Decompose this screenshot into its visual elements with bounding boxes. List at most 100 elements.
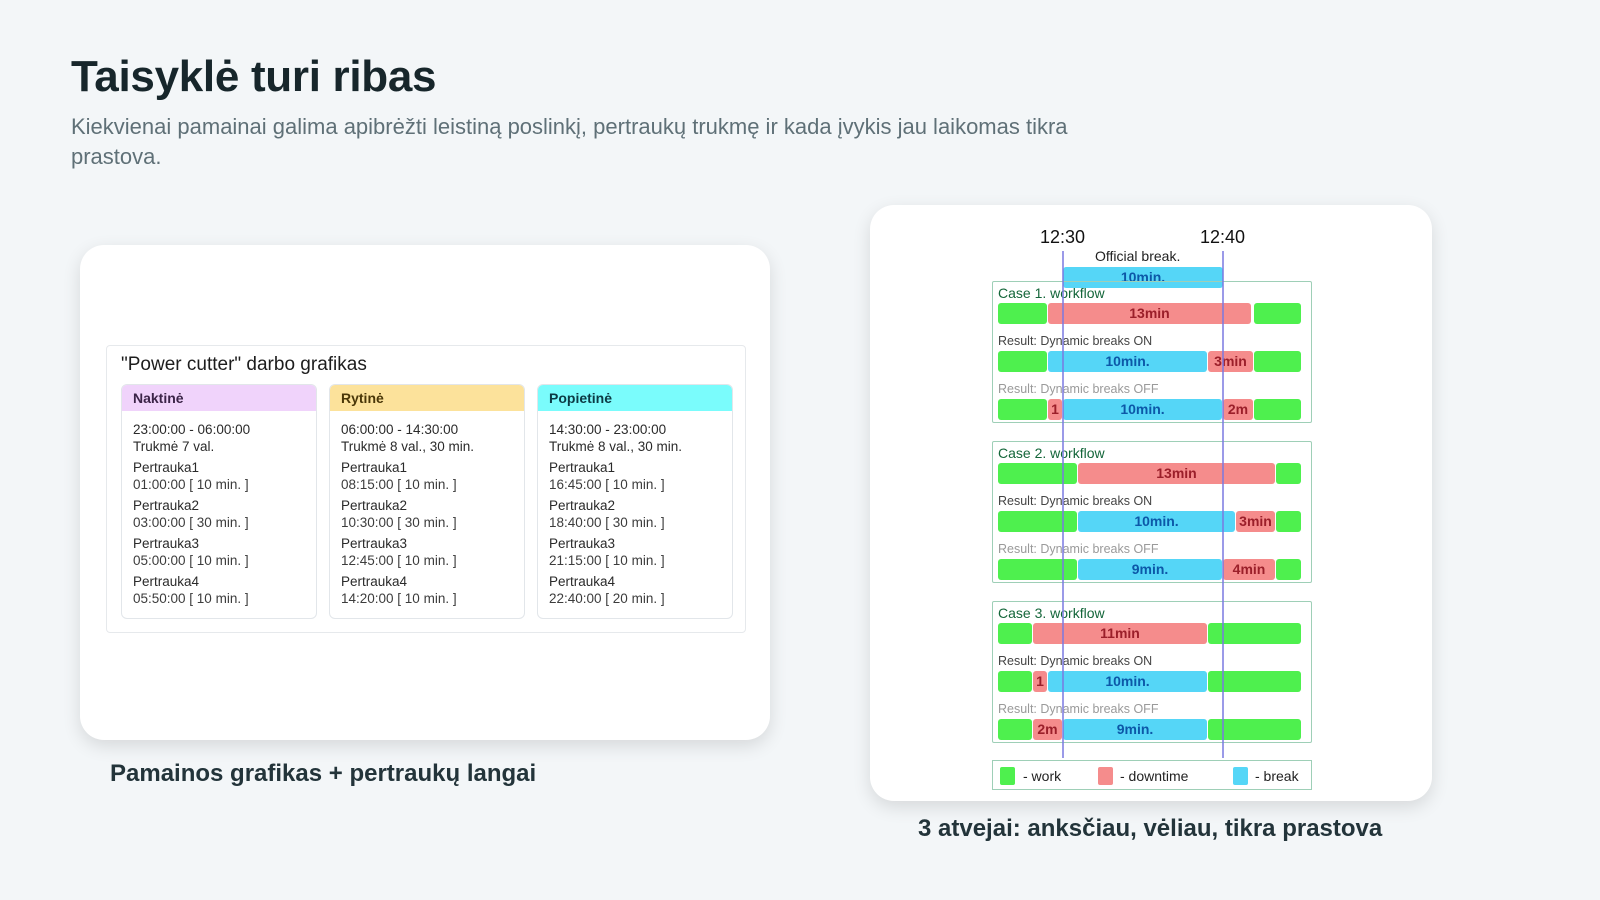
- case-title: Case 2. workflow: [998, 445, 1105, 461]
- result-off-label: Result: Dynamic breaks OFF: [998, 382, 1159, 396]
- break-name: Pertrauka1: [549, 460, 616, 475]
- shift-hours: 23:00:00 - 06:00:00: [133, 422, 251, 437]
- break-name: Pertrauka4: [341, 574, 408, 589]
- shift-hours: 14:30:00 - 23:00:00: [549, 422, 667, 437]
- legend-label-break: - break: [1255, 768, 1299, 784]
- break-name: Pertrauka3: [549, 536, 616, 551]
- case-box-2: [992, 441, 1312, 583]
- shift-header: Rytinė: [330, 385, 524, 411]
- timeline-segment-work: [1208, 719, 1301, 740]
- break-item: Pertrauka4 05:50:00 [ 10 min. ]: [133, 573, 305, 607]
- break-item: Pertrauka3 05:00:00 [ 10 min. ]: [133, 535, 305, 569]
- timeline-segment-downtime: 13min: [1078, 463, 1275, 484]
- time-label-end: 12:40: [1200, 227, 1246, 247]
- page-subtitle: Kiekvienai pamainai galima apibrėžti lei…: [71, 114, 1068, 169]
- case-title: Case 3. workflow: [998, 605, 1105, 621]
- timeline-segment-downtime: 4min: [1223, 559, 1275, 580]
- legend-swatch-work: [1000, 767, 1015, 785]
- timeline-segment-work: [1276, 511, 1301, 532]
- break-item: Pertrauka2 18:40:00 [ 30 min. ]: [549, 497, 721, 531]
- break-time: 05:50:00 [ 10 min. ]: [133, 591, 249, 606]
- timeline-segment-work: [1208, 623, 1301, 644]
- timeline-segment-downtime: 11min: [1033, 623, 1207, 644]
- break-name: Pertrauka3: [133, 536, 200, 551]
- break-name: Pertrauka4: [133, 574, 200, 589]
- timeline-segment-work: [1208, 671, 1301, 692]
- break-item: Pertrauka2 10:30:00 [ 30 min. ]: [341, 497, 513, 531]
- shift-header: Popietinė: [538, 385, 732, 411]
- break-time: 05:00:00 [ 10 min. ]: [133, 553, 249, 568]
- timeline-segment-downtime: 2m: [1223, 399, 1253, 420]
- case-box-1: [992, 281, 1312, 423]
- break-name: Pertrauka1: [341, 460, 408, 475]
- break-time: 10:30:00 [ 30 min. ]: [341, 515, 457, 530]
- break-item: Pertrauka1 16:45:00 [ 10 min. ]: [549, 459, 721, 493]
- timeline-segment-work: [998, 463, 1077, 484]
- shift-card-afternoon: Popietinė 14:30:00 - 23:00:00 Trukmė 8 v…: [537, 384, 733, 619]
- time-label-start: 12:30: [1040, 227, 1086, 247]
- legend-label-work: - work: [1023, 768, 1062, 784]
- result-on-label: Result: Dynamic breaks ON: [998, 654, 1153, 668]
- timeline-segment-downtime: 1: [1048, 399, 1062, 420]
- schedule-card: "Power cutter" darbo grafikas Naktinė 23…: [80, 245, 770, 740]
- break-name: Pertrauka2: [133, 498, 200, 513]
- timeline-segment-downtime: 13min: [1048, 303, 1251, 324]
- result-off-label: Result: Dynamic breaks OFF: [998, 542, 1159, 556]
- time-marker-start: [1062, 251, 1064, 758]
- break-time: 14:20:00 [ 10 min. ]: [341, 591, 457, 606]
- timeline-segment-break: 9min.: [1063, 719, 1207, 740]
- legend-swatch-downtime: [1098, 767, 1113, 785]
- result-on-label: Result: Dynamic breaks ON: [998, 334, 1153, 348]
- shift-hours: 06:00:00 - 14:30:00: [341, 422, 459, 437]
- timeline-segment-break: 10min.: [1048, 351, 1207, 372]
- page-title: Taisyklė turi ribas: [71, 52, 437, 101]
- timeline-card: 12:30 12:40 Official break. 10min. - wor…: [870, 205, 1432, 801]
- legend-swatch-break: [1233, 767, 1248, 785]
- break-time: 12:45:00 [ 10 min. ]: [341, 553, 457, 568]
- timeline-segment-work: [998, 511, 1077, 532]
- timeline-segment-work: [998, 351, 1047, 372]
- break-name: Pertrauka2: [549, 498, 616, 513]
- timeline-segment-work: [998, 623, 1032, 644]
- legend-label-downtime: - downtime: [1120, 768, 1189, 784]
- result-off-label: Result: Dynamic breaks OFF: [998, 702, 1159, 716]
- time-marker-end: [1222, 251, 1224, 758]
- break-time: 21:15:00 [ 10 min. ]: [549, 553, 665, 568]
- break-name: Pertrauka3: [341, 536, 408, 551]
- shift-duration: Trukmė 7 val.: [133, 439, 215, 454]
- timeline-segment-downtime: 2m: [1033, 719, 1062, 740]
- break-time: 03:00:00 [ 30 min. ]: [133, 515, 249, 530]
- shift-card-morning: Rytinė 06:00:00 - 14:30:00 Trukmė 8 val.…: [329, 384, 525, 619]
- break-item: Pertrauka3 21:15:00 [ 10 min. ]: [549, 535, 721, 569]
- timeline-segment-work: [998, 559, 1077, 580]
- timeline-segment-work: [1276, 463, 1301, 484]
- timeline-segment-work: [1254, 399, 1301, 420]
- break-name: Pertrauka2: [341, 498, 408, 513]
- timeline-segment-work: [998, 671, 1032, 692]
- timeline-segment-break: 10min.: [1048, 671, 1207, 692]
- timeline-segment-break: 10min.: [1063, 399, 1222, 420]
- break-time: 18:40:00 [ 30 min. ]: [549, 515, 665, 530]
- timeline-segment-work: [1254, 303, 1301, 324]
- break-time: 16:45:00 [ 10 min. ]: [549, 477, 665, 492]
- break-time: 22:40:00 [ 20 min. ]: [549, 591, 665, 606]
- case-title: Case 1. workflow: [998, 285, 1105, 301]
- schedule-panel: "Power cutter" darbo grafikas Naktinė 23…: [106, 345, 746, 633]
- timeline-segment-work: [1276, 559, 1301, 580]
- case-box-3: [992, 601, 1312, 743]
- break-item: Pertrauka4 22:40:00 [ 20 min. ]: [549, 573, 721, 607]
- break-name: Pertrauka4: [549, 574, 616, 589]
- shift-header: Naktinė: [122, 385, 316, 411]
- break-item: Pertrauka3 12:45:00 [ 10 min. ]: [341, 535, 513, 569]
- timeline-caption: 3 atvejai: anksčiau, vėliau, tikra prast…: [918, 815, 1383, 842]
- shift-duration: Trukmė 8 val., 30 min.: [549, 439, 683, 454]
- schedule-title: "Power cutter" darbo grafikas: [121, 354, 367, 375]
- result-on-label: Result: Dynamic breaks ON: [998, 494, 1153, 508]
- break-time: 01:00:00 [ 10 min. ]: [133, 477, 249, 492]
- timeline-segment-break: 10min.: [1078, 511, 1235, 532]
- break-time: 08:15:00 [ 10 min. ]: [341, 477, 457, 492]
- timeline-segment-work: [1254, 351, 1301, 372]
- timeline-segment-downtime: 3min: [1208, 351, 1253, 372]
- break-item: Pertrauka4 14:20:00 [ 10 min. ]: [341, 573, 513, 607]
- legend: - work - downtime - break: [992, 760, 1312, 790]
